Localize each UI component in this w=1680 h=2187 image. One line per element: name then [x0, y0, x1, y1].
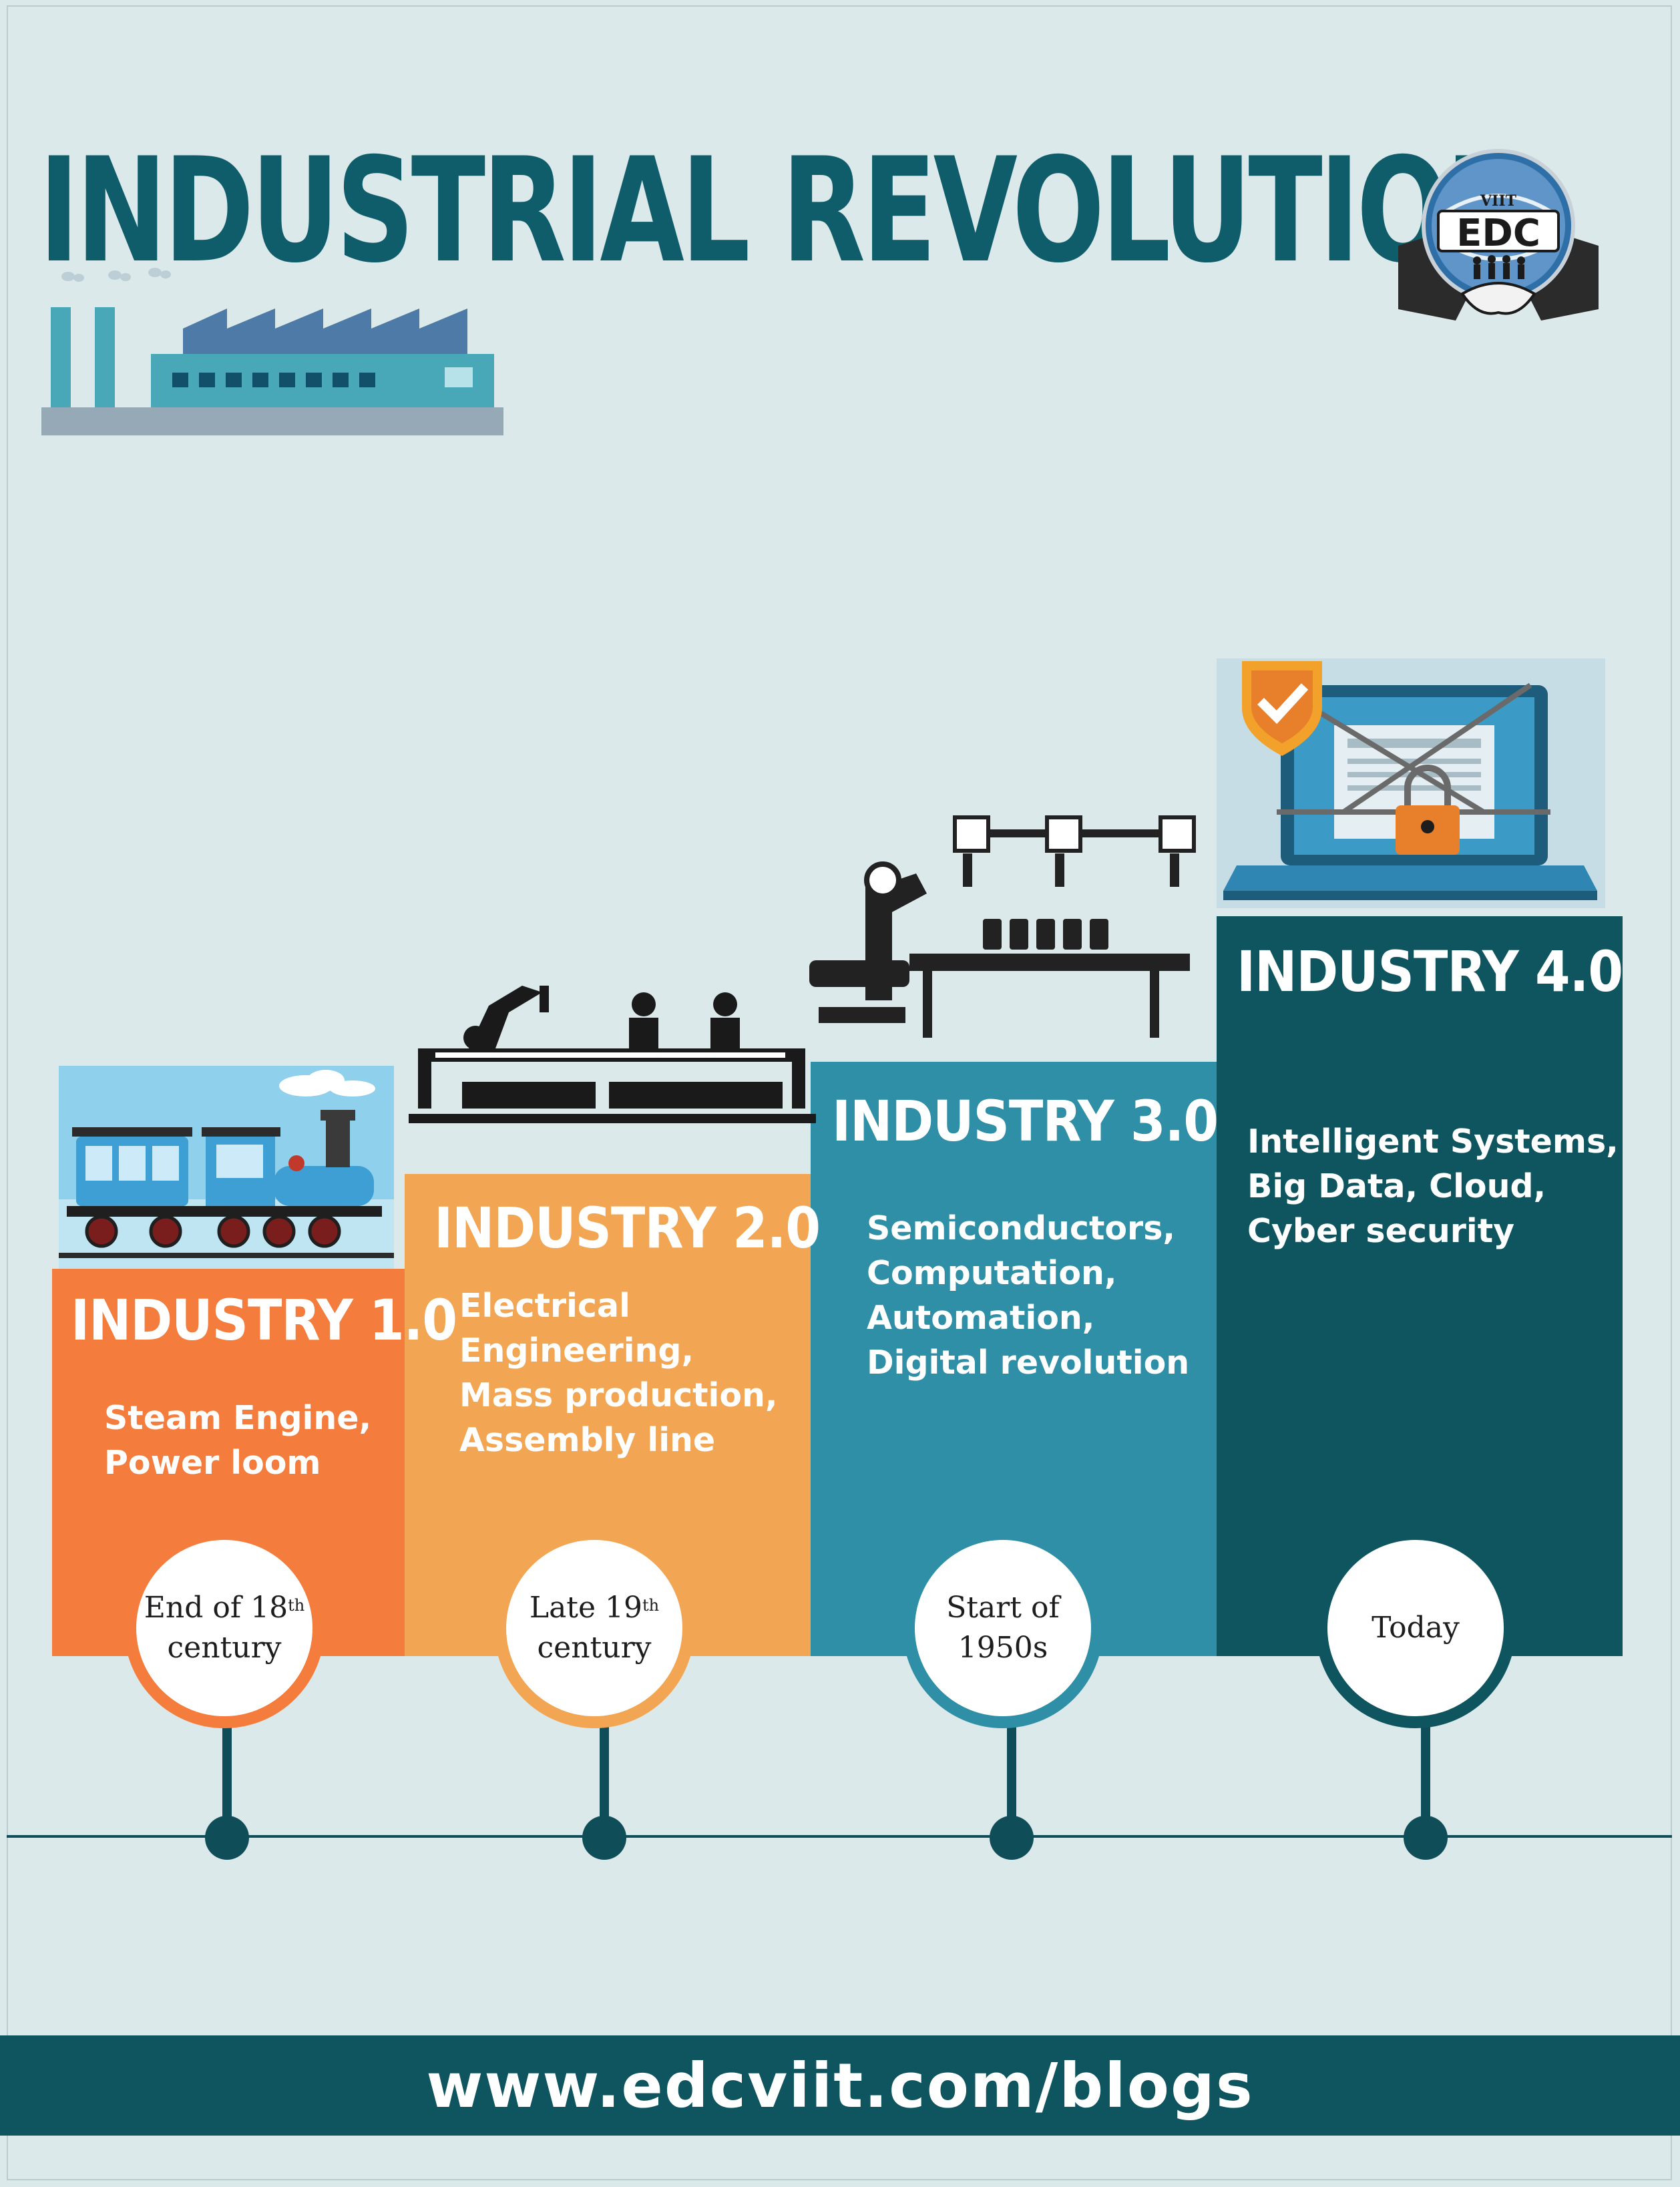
industry-4-era-circle: Today: [1315, 1528, 1516, 1728]
era-line: End of 18th: [144, 1588, 304, 1628]
era-text: End of 18: [144, 1591, 288, 1625]
timeline-stem: [1421, 1716, 1430, 1836]
era-line: century: [537, 1631, 652, 1665]
industry-2-description: Electrical Engineering, Mass production,…: [459, 1283, 778, 1462]
description-line: Semiconductors,: [867, 1209, 1176, 1247]
logo-small-text: VIIT: [1480, 192, 1517, 210]
page-border: [7, 5, 1672, 2180]
era-line: Start of: [946, 1588, 1060, 1628]
era-line: 1950s: [958, 1631, 1048, 1665]
edc-logo: VIIT EDC: [1398, 149, 1599, 321]
secure-laptop-icon: [1217, 658, 1605, 908]
industry-1-era-circle: End of 18th century: [124, 1528, 325, 1728]
description-line: Steam Engine,: [104, 1399, 372, 1437]
industry-4-description: Intelligent Systems, Big Data, Cloud, Cy…: [1247, 1119, 1619, 1253]
description-line: Power loom: [104, 1444, 321, 1482]
description-line: Big Data, Cloud,: [1247, 1167, 1546, 1205]
industry-2-heading: INDUSTRY 2.0: [434, 1195, 821, 1261]
industry-1-heading: INDUSTRY 1.0: [71, 1287, 457, 1353]
era-text: Late 19: [529, 1591, 643, 1625]
timeline-dot: [1404, 1816, 1448, 1860]
timeline-stem: [600, 1716, 609, 1836]
era-line: Late 19th: [530, 1588, 659, 1628]
era-line: century: [167, 1631, 282, 1665]
timeline-dot: [205, 1816, 249, 1860]
description-line: Digital revolution: [867, 1344, 1190, 1382]
era-line: Today: [1372, 1611, 1460, 1645]
era-superscript: th: [642, 1596, 660, 1615]
footer-bar: www.edcviit.com/blogs: [0, 2035, 1680, 2136]
footer-url[interactable]: www.edcviit.com/blogs: [426, 2049, 1254, 2122]
era-text: Start of: [946, 1591, 1060, 1625]
description-line: Intelligent Systems,: [1247, 1123, 1619, 1161]
industry-3-era-circle: Start of 1950s: [903, 1528, 1103, 1728]
description-line: Electrical: [459, 1287, 630, 1325]
industry-3-heading: INDUSTRY 3.0: [832, 1088, 1219, 1154]
description-line: Engineering,: [459, 1332, 694, 1370]
steam-train-icon: [59, 1066, 394, 1269]
industry-1-description: Steam Engine, Power loom: [104, 1396, 371, 1485]
factory-icon: [41, 268, 503, 435]
assembly-line-icon: [409, 986, 816, 1123]
timeline-dot: [582, 1816, 626, 1860]
timeline-stem: [1007, 1716, 1016, 1836]
logo-text: EDC: [1456, 212, 1540, 255]
era-superscript: th: [288, 1596, 305, 1615]
industry-4-heading: INDUSTRY 4.0: [1237, 939, 1623, 1004]
description-line: Automation,: [867, 1299, 1095, 1337]
description-line: Cyber security: [1247, 1212, 1515, 1250]
description-line: Assembly line: [459, 1421, 716, 1459]
description-line: Mass production,: [459, 1376, 778, 1414]
timeline-line: [7, 1835, 1672, 1838]
timeline-stem: [222, 1716, 232, 1836]
page-title: INDUSTRIAL REVOLUTION: [39, 127, 1537, 294]
description-line: Computation,: [867, 1254, 1117, 1292]
industry-3-description: Semiconductors, Computation, Automation,…: [867, 1206, 1189, 1385]
robotic-arm-icon: [809, 815, 1196, 1038]
industry-2-era-circle: Late 19th century: [494, 1528, 694, 1728]
timeline-dot: [990, 1816, 1034, 1860]
